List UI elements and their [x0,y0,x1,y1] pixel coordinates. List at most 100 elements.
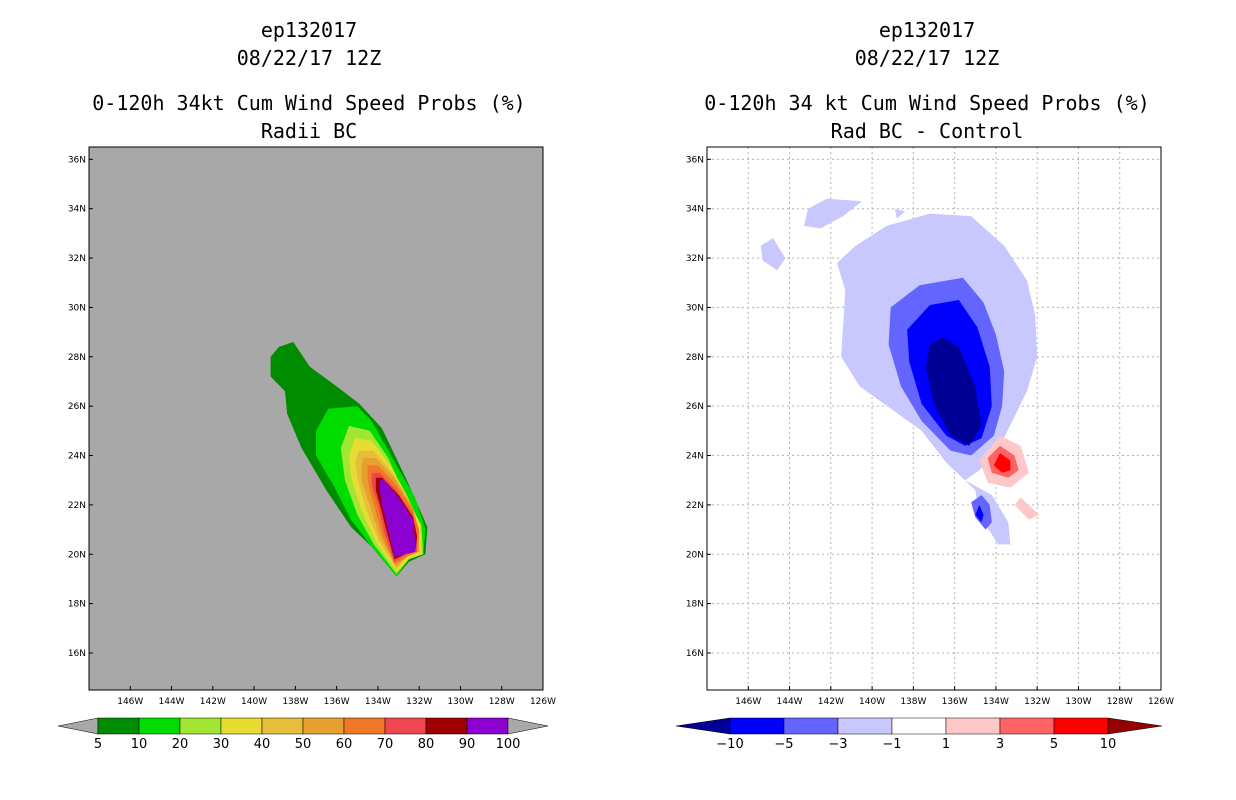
y-tick-label-28N: 28N [68,353,86,363]
x-tick-label-142W: 142W [200,697,226,707]
contour-level--1 [804,198,862,229]
y-tick-label-16N: 16N [68,649,86,659]
contour-level-90 [380,480,416,557]
colorbar-label-100: 100 [496,737,521,752]
x-tick-label-146W: 146W [735,697,761,707]
right-storm-id: ep132017 [878,18,976,42]
x-tick-label-140W: 140W [859,697,885,707]
y-tick-label-22N: 22N [686,501,704,511]
y-tick-label-34N: 34N [686,205,704,215]
colorbar-box-7 [1053,717,1109,735]
contour-level--5 [975,504,984,523]
x-tick-label-142W: 142W [818,697,844,707]
x-tick-label-132W: 132W [406,697,432,707]
colorbar-box-3 [837,717,893,735]
colorbar-label-3: 3 [996,737,1004,752]
y-tick-label-24N: 24N [686,452,704,462]
contour-level-1 [1014,497,1040,520]
contour-level-5 [993,453,1011,473]
colorbar-box-5 [97,717,140,735]
x-tick-label-144W: 144W [777,697,803,707]
y-tick-label-20N: 20N [686,550,704,560]
colorbar-box-50 [302,717,345,735]
colorbar-label-70: 70 [377,737,394,752]
left-storm-id: ep132017 [260,18,358,42]
x-tick-label-134W: 134W [983,697,1009,707]
y-tick-label-16N: 16N [686,649,704,659]
y-tick-label-32N: 32N [686,254,704,264]
left-chart-title: 0-120h 34kt Cum Wind Speed Probs (%) [92,91,526,115]
y-tick-label-24N: 24N [68,452,86,462]
colorbar-box-70 [384,717,427,735]
colorbar-box-40 [261,717,304,735]
colorbar-label-50: 50 [295,737,312,752]
colorbar-left-arrow [675,717,731,735]
y-tick-label-34N: 34N [68,205,86,215]
x-tick-label-128W: 128W [1107,697,1133,707]
x-tick-label-136W: 136W [942,697,968,707]
x-tick-label-134W: 134W [365,697,391,707]
y-tick-label-32N: 32N [68,254,86,264]
colorbar-right-arrow [1107,717,1163,735]
colorbar-label--5: −5 [774,737,793,752]
left-colorbar: 5 10 20 30 40 50 60 70 80 90 100 [57,717,549,752]
y-tick-label-26N: 26N [68,402,86,412]
colorbar-box-4 [891,717,947,735]
x-tick-label-144W: 144W [159,697,185,707]
y-tick-label-28N: 28N [686,353,704,363]
colorbar-box-80 [425,717,468,735]
y-tick-label-36N: 36N [686,155,704,165]
x-tick-label-126W: 126W [530,697,556,707]
x-tick-label-138W: 138W [282,697,308,707]
colorbar-box-1 [729,717,785,735]
plot-frame [88,146,544,691]
right-panel: ep132017 08/22/17 12Z 0-120h 34 kt Cum W… [618,0,1236,800]
colorbar-right-arrow [507,717,549,735]
colorbar-box-10 [138,717,181,735]
y-tick-label-22N: 22N [68,501,86,511]
colorbar-box-90 [466,717,509,735]
left-map-plot: 146W 144W 142W 140W 138W 136W 134W 132W 130W 128W… [68,146,556,707]
colorbar-box-5 [945,717,1001,735]
right-chart-title: 0-120h 34 kt Cum Wind Speed Probs (%) [704,91,1150,115]
y-tick-label-30N: 30N [68,303,86,313]
x-tick-label-136W: 136W [324,697,350,707]
x-tick-label-132W: 132W [1024,697,1050,707]
contour-level--1 [894,208,906,219]
y-tick-label-18N: 18N [68,600,86,610]
colorbar-label--10: −10 [716,737,743,752]
colorbar-box-20 [179,717,222,735]
colorbar-box-30 [220,717,263,735]
x-tick-label-130W: 130W [447,697,473,707]
colorbar-label-5: 5 [1050,737,1058,752]
x-tick-label-130W: 130W [1065,697,1091,707]
left-panel: ep132017 08/22/17 12Z 0-120h 34kt Cum Wi… [57,18,556,752]
left-chart-subtitle: Radii BC [260,119,358,143]
x-tick-label-146W: 146W [117,697,143,707]
colorbar-label-1: 1 [942,737,950,752]
right-chart-subtitle: Rad BC - Control [830,119,1024,143]
colorbar-box-60 [343,717,386,735]
colorbar-label-20: 20 [172,737,189,752]
colorbar-label-40: 40 [254,737,271,752]
colorbar-box-6 [999,717,1055,735]
y-tick-label-20N: 20N [68,550,86,560]
x-tick-label-140W: 140W [241,697,267,707]
colorbar-label--3: −3 [828,737,847,752]
colorbar-label-60: 60 [336,737,353,752]
left-date: 08/22/17 12Z [236,46,382,70]
plot-frame [706,146,1162,691]
y-tick-label-18N: 18N [686,600,704,610]
colorbar-label-80: 80 [418,737,435,752]
colorbar-box-2 [783,717,839,735]
y-tick-label-30N: 30N [686,303,704,313]
x-tick-label-128W: 128W [489,697,515,707]
x-tick-label-126W: 126W [1148,697,1174,707]
contour-level--10 [925,337,982,446]
contour-level--1 [760,238,786,271]
right-map-plot: 146W 144W 142W 140W 138W 136W 134W 132W 130W 128W… [686,146,1174,707]
y-tick-label-36N: 36N [68,155,86,165]
colorbar-label-10: 10 [131,737,148,752]
colorbar-label--1: −1 [882,737,901,752]
colorbar-label-90: 90 [459,737,476,752]
